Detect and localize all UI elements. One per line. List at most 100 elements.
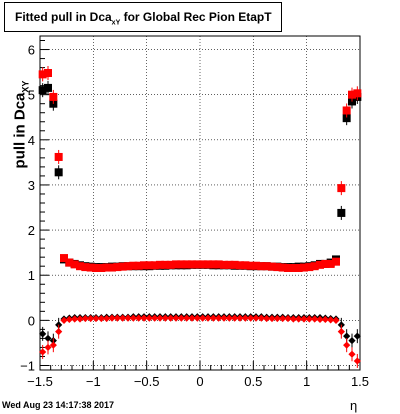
series-red-lower-diamond-marker	[295, 315, 303, 323]
series-red-upper-square-marker	[326, 259, 335, 268]
x-axis-label: η	[350, 398, 358, 413]
series-red-upper-square-marker	[236, 261, 244, 270]
series-red-upper-square-marker	[209, 260, 218, 269]
series-red-upper-square-marker	[246, 261, 255, 270]
series-red-upper-square-marker	[300, 263, 308, 272]
series-red-lower-diamond-marker	[209, 314, 217, 322]
series-red-upper-square-marker	[252, 261, 260, 270]
x-tick-label: −0.5	[134, 374, 160, 389]
series-red-upper-square-marker	[273, 263, 282, 272]
plot-frame	[39, 35, 361, 371]
series-red-lower-diamond-marker	[119, 314, 127, 322]
series-red-lower-diamond-marker	[92, 314, 100, 323]
series-red-upper-square-marker	[113, 263, 122, 272]
series-red-upper-square-marker	[268, 262, 276, 271]
series-red-lower-diamond-marker	[337, 328, 345, 336]
series-red-lower-diamond-marker	[44, 343, 52, 352]
series-red-lower-diamond-marker	[113, 314, 121, 322]
series-black-lower-diamond-marker	[44, 334, 52, 343]
series-red-lower-diamond-marker	[135, 314, 143, 322]
series-red-lower-diamond-marker	[108, 314, 116, 322]
x-tick-label: −1.5	[27, 374, 53, 389]
series-red-lower-diamond-marker	[167, 314, 175, 322]
series-red-upper-square-marker	[140, 261, 148, 270]
series-red-lower-diamond-marker	[81, 314, 89, 323]
series-red-lower-diamond-marker	[241, 314, 249, 322]
y-tick-label: 6	[28, 43, 35, 58]
series-red-lower-diamond-marker	[39, 348, 47, 356]
y-tick-label: 3	[28, 178, 35, 193]
series-red-upper-square-marker	[124, 262, 132, 271]
series-red-lower-diamond-marker	[247, 314, 255, 322]
series-red-lower-diamond-marker	[55, 328, 63, 336]
series-red-upper-square-marker	[156, 260, 164, 269]
series-red-lower-diamond-marker	[289, 315, 297, 323]
series-red-upper-square-marker	[81, 263, 90, 272]
y-axis-label-main: pull in Dca	[11, 92, 29, 169]
series-red-upper-square-marker	[177, 260, 186, 269]
series-red-upper-square-marker	[241, 261, 250, 270]
series-red-lower-diamond-marker	[284, 314, 292, 323]
series-red-lower-diamond-marker	[204, 314, 212, 322]
series-red-upper-square-marker	[225, 260, 234, 269]
series-black-lower-diamond-marker	[39, 330, 47, 338]
x-tick-label: 0.5	[244, 374, 262, 389]
series-red-lower-diamond-marker	[215, 314, 223, 322]
y-axis-label: pull in DcaXY	[12, 60, 31, 190]
series-red-lower-diamond-marker	[279, 314, 287, 323]
y-tick-label: 2	[28, 223, 35, 238]
x-tick-label: 1	[303, 374, 310, 389]
series-red-lower-diamond-marker	[311, 315, 319, 323]
series-red-lower-diamond-marker	[348, 350, 356, 358]
series-black-upper-square-marker	[337, 208, 346, 217]
series-red-upper-square-marker	[108, 263, 116, 272]
series-red-lower-diamond-marker	[129, 314, 137, 322]
series-red-upper-square-marker	[182, 260, 191, 269]
series-red-upper-square-marker	[86, 263, 95, 272]
chart-title-box: Fitted pull in DcaxY for Global Rec Pion…	[4, 2, 282, 32]
series-red-lower-diamond-marker	[305, 315, 313, 323]
series-red-lower-diamond-marker	[97, 314, 105, 323]
series-black-upper-square-marker	[342, 114, 351, 123]
series-red-upper-square-marker	[214, 260, 223, 269]
title-prefix: Fitted pull in Dca	[15, 10, 112, 24]
series-red-lower-diamond-marker	[268, 314, 276, 323]
series-red-lower-diamond-marker	[225, 314, 233, 322]
series-black-upper-square-marker	[38, 86, 47, 95]
series-red-lower-diamond-marker	[316, 315, 324, 324]
series-red-lower-diamond-marker	[71, 315, 79, 323]
series-red-lower-diamond-marker	[87, 314, 95, 323]
series-red-upper-square-marker	[278, 263, 287, 272]
series-red-upper-square-marker	[310, 262, 319, 271]
title-subscript: xY	[111, 19, 121, 27]
series-red-upper-square-marker	[118, 262, 127, 271]
series-red-upper-square-marker	[166, 260, 175, 269]
series-red-lower-diamond-marker	[343, 341, 351, 349]
y-tick-label: 0	[28, 313, 35, 328]
series-red-upper-square-marker	[193, 260, 202, 269]
series-red-upper-square-marker	[332, 257, 340, 266]
footer-timestamp: Wed Aug 23 14:17:38 2017	[2, 400, 115, 410]
series-red-lower-diamond-marker	[156, 314, 164, 322]
series-red-upper-square-marker	[316, 260, 324, 269]
chart-title: Fitted pull in DcaxY for Global Rec Pion…	[15, 10, 272, 26]
series-red-upper-square-marker	[150, 261, 159, 270]
series-red-upper-square-marker	[294, 263, 303, 272]
series-red-lower-diamond-marker	[188, 314, 196, 322]
series-red-upper-square-marker	[204, 260, 212, 269]
series-red-upper-square-marker	[262, 262, 271, 271]
x-tick-label: 0	[196, 374, 203, 389]
series-red-lower-diamond-marker	[161, 314, 169, 322]
series-red-upper-square-marker	[198, 260, 207, 269]
series-red-lower-diamond-marker	[151, 314, 159, 322]
series-red-lower-diamond-marker	[257, 314, 265, 322]
series-red-lower-diamond-marker	[252, 314, 260, 322]
series-red-upper-square-marker	[172, 260, 180, 269]
series-red-lower-diamond-marker	[145, 314, 153, 322]
series-red-upper-square-marker	[44, 69, 52, 78]
series-red-lower-diamond-marker	[76, 315, 84, 323]
series-red-lower-diamond-marker	[177, 314, 185, 322]
series-red-upper-square-marker	[60, 254, 68, 263]
series-red-upper-square-marker	[284, 263, 292, 272]
